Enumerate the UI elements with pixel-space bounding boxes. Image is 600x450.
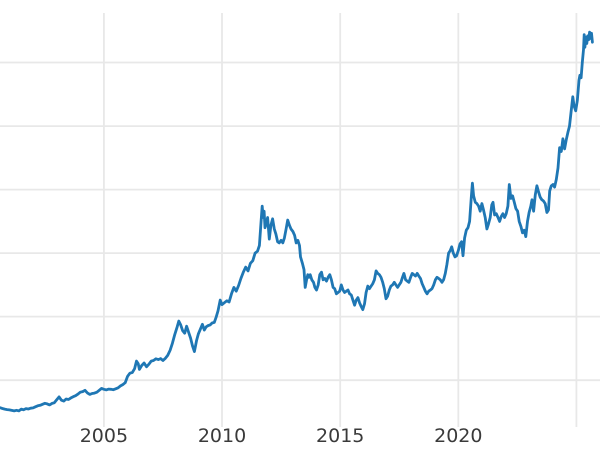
x-tick-label: 2005 bbox=[80, 425, 128, 447]
price-line bbox=[0, 30, 594, 413]
x-tick-label: 2015 bbox=[316, 425, 364, 447]
x-tick-label: 2020 bbox=[434, 425, 482, 447]
x-tick-label: 2010 bbox=[198, 425, 246, 447]
